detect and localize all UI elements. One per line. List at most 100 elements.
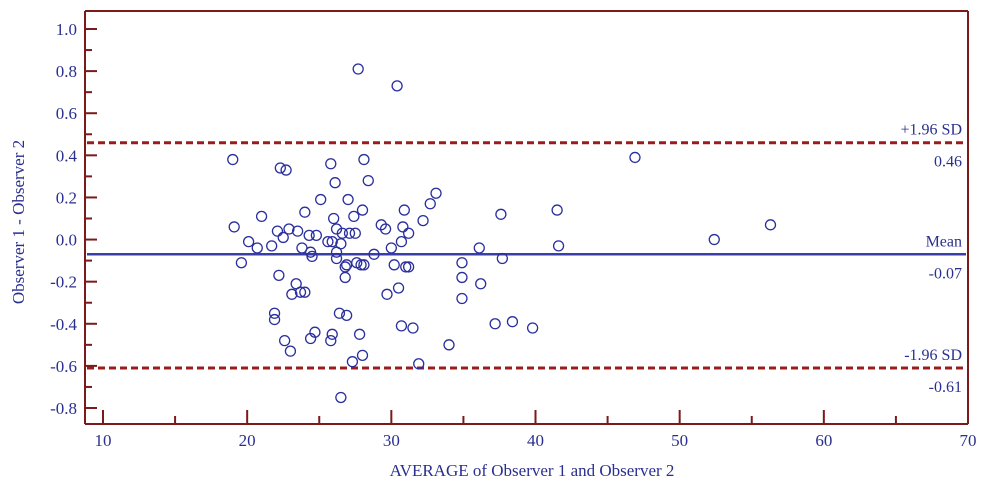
y-tick-label: 0.0 xyxy=(56,231,77,250)
y-axis-title: Observer 1 - Observer 2 xyxy=(9,140,28,304)
data-point xyxy=(407,322,419,334)
data-point xyxy=(303,229,315,241)
data-point xyxy=(402,261,415,273)
data-point xyxy=(526,322,539,334)
data-point xyxy=(335,238,347,250)
data-point xyxy=(400,261,412,273)
y-tick-label: -0.8 xyxy=(50,399,77,418)
data-point xyxy=(309,326,321,338)
data-point xyxy=(333,307,346,319)
data-point xyxy=(388,259,400,271)
data-point xyxy=(273,269,285,282)
data-point xyxy=(346,356,359,368)
data-point xyxy=(343,227,356,239)
x-tick-label: 60 xyxy=(815,431,832,450)
data-point xyxy=(326,328,338,340)
data-point xyxy=(306,250,318,263)
data-point xyxy=(274,162,286,174)
y-tick-label: 0.8 xyxy=(56,62,77,81)
data-point xyxy=(395,236,408,248)
y-tick-label: -0.6 xyxy=(50,357,77,376)
data-point xyxy=(708,233,720,246)
data-point xyxy=(398,204,410,216)
reference-line-labels: +1.96 SD 0.46 Mean -0.07 -1.96 SD -0.61 xyxy=(901,122,962,396)
data-point xyxy=(496,252,508,265)
data-point xyxy=(329,177,341,189)
reference-line-value: -0.07 xyxy=(929,265,962,282)
data-point xyxy=(397,221,409,233)
y-tick-label: 0.4 xyxy=(56,146,78,165)
reference-line-value: 0.46 xyxy=(934,154,962,171)
data-point xyxy=(349,227,361,239)
x-tick-label: 30 xyxy=(383,431,400,450)
data-point xyxy=(381,288,393,300)
data-point xyxy=(340,309,353,322)
data-point xyxy=(495,208,507,220)
data-point xyxy=(330,252,343,265)
y-axis-ticks: 1.0 0.8 0.6 0.4 0.2 0.0 -0.2 -0.4 -0.6 -0.8 xyxy=(50,20,97,418)
x-tick-label: 10 xyxy=(95,431,112,450)
data-point xyxy=(430,187,442,199)
data-point xyxy=(228,221,240,233)
reference-line-name: Mean xyxy=(926,233,962,250)
data-point xyxy=(456,271,468,284)
data-point xyxy=(385,242,397,254)
x-tick-label: 70 xyxy=(960,431,977,450)
y-tick-label: 0.6 xyxy=(56,104,77,123)
y-tick-label: -0.4 xyxy=(50,315,77,334)
data-point xyxy=(348,210,360,223)
data-point xyxy=(417,214,429,227)
data-point xyxy=(277,231,289,244)
data-point xyxy=(352,63,364,75)
axes xyxy=(84,10,969,425)
scatter-points xyxy=(227,63,777,404)
data-point xyxy=(356,349,369,362)
data-point xyxy=(335,391,347,404)
data-point xyxy=(395,320,408,332)
data-point xyxy=(280,164,292,176)
data-point xyxy=(268,313,281,326)
data-point xyxy=(326,236,338,248)
data-point xyxy=(489,318,501,330)
data-point xyxy=(339,271,351,284)
reference-line-name: +1.96 SD xyxy=(901,122,962,139)
data-point xyxy=(456,257,468,269)
data-point xyxy=(284,345,297,357)
data-point xyxy=(456,292,468,305)
data-point xyxy=(358,259,370,271)
data-point xyxy=(328,212,340,225)
data-point xyxy=(551,204,563,216)
data-point xyxy=(402,227,415,239)
data-point xyxy=(286,288,298,300)
data-point xyxy=(325,158,337,170)
data-point xyxy=(266,240,278,252)
data-point xyxy=(271,225,284,237)
x-tick-label: 20 xyxy=(239,431,256,450)
data-point xyxy=(342,193,354,206)
data-point xyxy=(506,316,519,328)
data-point xyxy=(315,193,327,206)
x-tick-label: 50 xyxy=(671,431,688,450)
data-point xyxy=(235,257,248,269)
data-point xyxy=(227,153,239,166)
x-axis-ticks: 10 20 30 40 50 60 70 xyxy=(95,410,977,450)
data-point xyxy=(325,334,337,347)
data-point xyxy=(268,307,281,319)
x-tick-label: 40 xyxy=(527,431,544,450)
data-point xyxy=(764,219,777,231)
data-point xyxy=(355,259,367,271)
data-point xyxy=(310,229,323,241)
x-axis-title: AVERAGE of Observer 1 and Observer 2 xyxy=(390,461,675,480)
data-point xyxy=(251,242,263,254)
data-point xyxy=(358,153,370,166)
data-point xyxy=(255,210,268,223)
data-point xyxy=(330,223,343,235)
data-point xyxy=(413,358,425,370)
data-point xyxy=(629,151,641,164)
y-tick-label: 1.0 xyxy=(56,20,77,39)
data-point xyxy=(368,248,380,260)
data-point xyxy=(379,223,392,235)
reference-lines xyxy=(87,141,966,370)
data-point xyxy=(443,339,455,351)
